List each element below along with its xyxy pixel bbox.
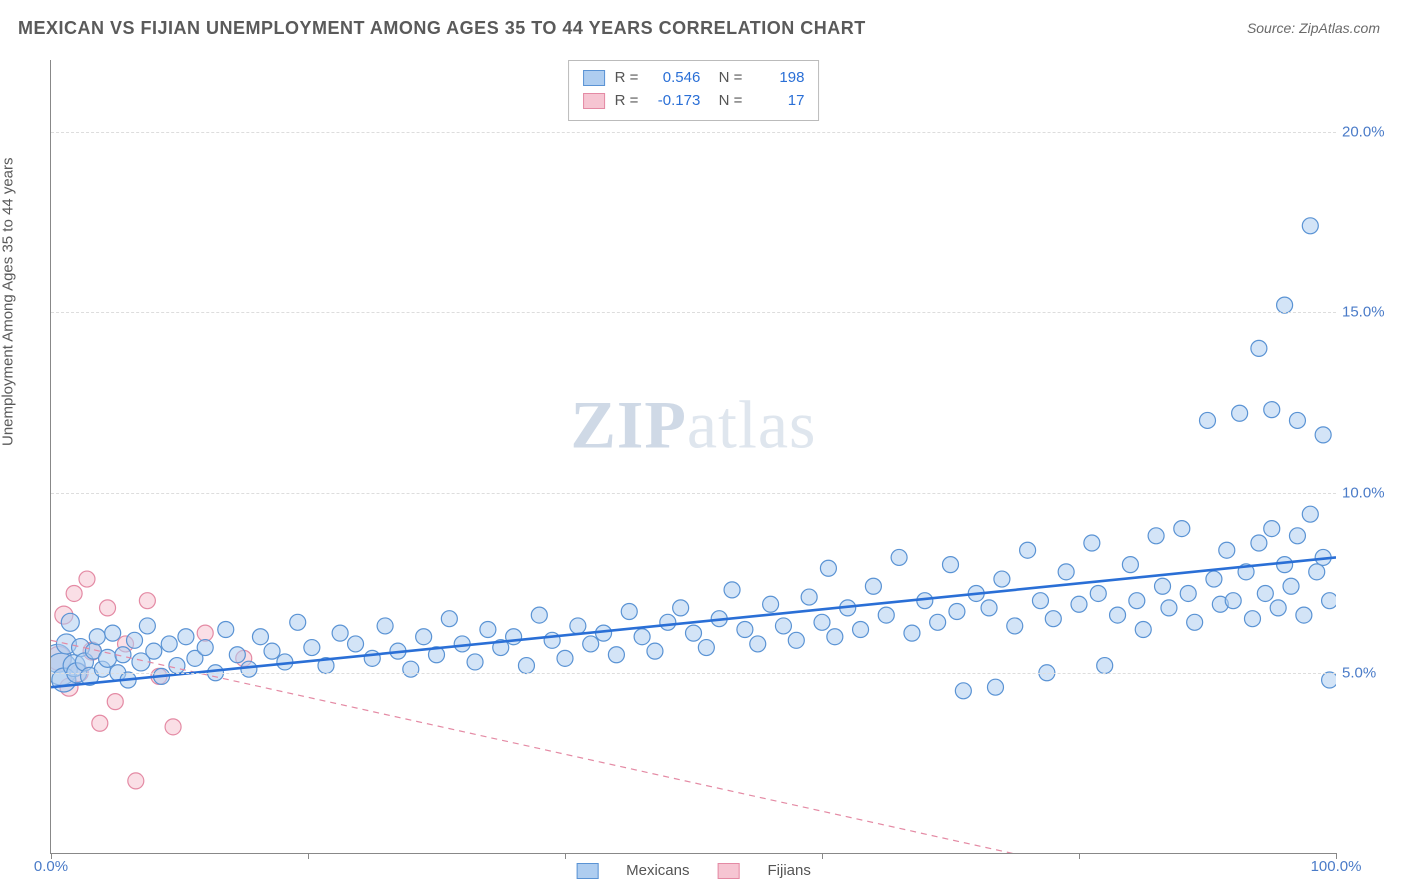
source-label: Source: ZipAtlas.com [1247,20,1380,36]
y-tick-label: 20.0% [1342,124,1400,141]
scatter-svg [51,60,1336,853]
chart-plot-area: ZIPatlas R =0.546 N =198 R =-0.173 N =17… [50,60,1336,854]
y-tick-label: 10.0% [1342,484,1400,501]
legend-bottom: Mexicans Fijians [576,862,811,879]
chart-title: MEXICAN VS FIJIAN UNEMPLOYMENT AMONG AGE… [18,18,866,39]
y-axis-label: Unemployment Among Ages 35 to 44 years [0,157,17,446]
legend-swatch-series2 [718,863,740,879]
x-tick-label: 100.0% [1311,858,1362,875]
legend-label-series1: Mexicans [626,862,689,879]
x-tick-label: 0.0% [34,858,68,875]
legend-swatch-series1 [576,863,598,879]
y-tick-label: 5.0% [1342,664,1400,681]
legend-label-series2: Fijians [768,862,811,879]
y-tick-label: 15.0% [1342,304,1400,321]
